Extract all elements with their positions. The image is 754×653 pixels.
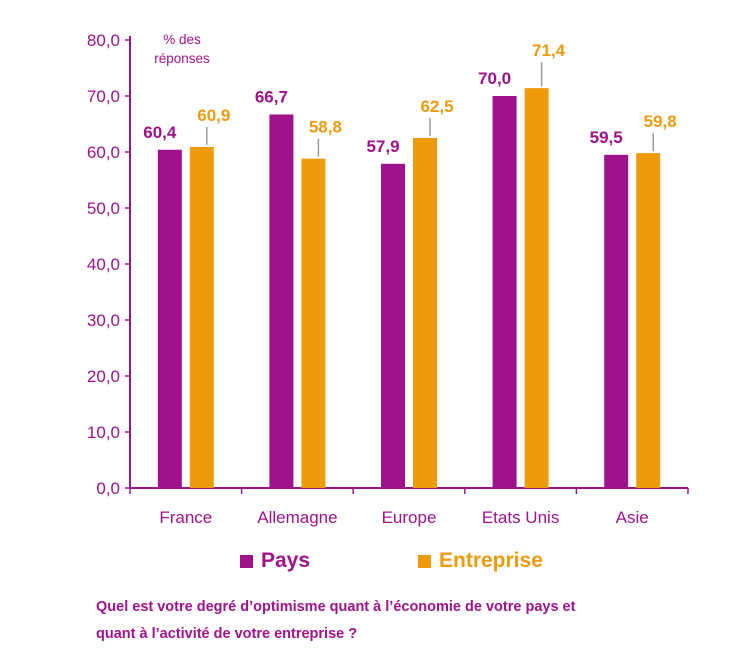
bar-pays-2 xyxy=(381,163,405,488)
x-category-label: Asie xyxy=(616,508,649,527)
x-category-label: Europe xyxy=(382,508,437,527)
value-label-entreprise-0: 60,9 xyxy=(197,106,230,125)
y-tick-label: 0,0 xyxy=(96,479,120,498)
bar-pays-4 xyxy=(604,154,629,489)
legend-label-entreprise: Entreprise xyxy=(439,549,543,572)
legend-label-pays: Pays xyxy=(261,549,311,572)
bar-entreprise-2 xyxy=(413,138,437,488)
y-tick-label: 30,0 xyxy=(87,311,120,330)
bar-pays-0 xyxy=(157,149,182,488)
legend-item-entreprise: Entreprise xyxy=(418,549,543,573)
y-tick-label: 80,0 xyxy=(87,31,120,50)
legend-swatch-pays xyxy=(240,554,253,568)
y-tick-label: 50,0 xyxy=(87,199,120,218)
survey-question-line2: quant à l’activité de votre entreprise ? xyxy=(96,626,358,642)
value-label-pays-4: 59,5 xyxy=(590,128,623,147)
value-label-entreprise-2: 62,5 xyxy=(420,97,453,116)
legend-swatch-entreprise xyxy=(418,554,431,568)
unit-label-line1: % des xyxy=(163,32,201,47)
value-label-pays-3: 70,0 xyxy=(478,69,511,88)
x-category-label: France xyxy=(159,508,212,527)
value-label-entreprise-4: 59,8 xyxy=(644,112,677,131)
y-tick-label: 70,0 xyxy=(87,87,120,106)
bar-entreprise-4 xyxy=(636,153,661,488)
bar-chart: 0,0 10,0 20,0 30,0 40,0 50,0 60,0 70,0 80,0 60,4 6… xyxy=(87,31,689,527)
legend-item-pays: Pays xyxy=(240,549,310,573)
survey-question: Quel est votre degré d’optimisme quant à… xyxy=(96,594,716,648)
value-label-entreprise-3: 71,4 xyxy=(532,41,566,60)
y-tick-label: 10,0 xyxy=(87,423,120,442)
bar-entreprise-0 xyxy=(189,146,214,488)
y-tick-label: 40,0 xyxy=(87,255,120,274)
bar-pays-3 xyxy=(492,96,517,488)
value-label-pays-1: 66,7 xyxy=(255,87,288,106)
unit-label-line2: réponses xyxy=(154,51,210,66)
value-label-entreprise-1: 58,8 xyxy=(309,118,342,137)
bar-entreprise-3 xyxy=(524,88,549,488)
survey-question-line1: Quel est votre degré d’optimisme quant à… xyxy=(96,599,576,615)
unit-label: % des réponses xyxy=(142,30,222,68)
value-label-pays-0: 60,4 xyxy=(143,123,177,142)
x-category-label: Allemagne xyxy=(257,508,337,527)
y-tick-label: 60,0 xyxy=(87,143,120,162)
x-category-label: Etats Unis xyxy=(482,508,559,527)
value-label-pays-2: 57,9 xyxy=(366,137,399,156)
bar-entreprise-1 xyxy=(301,158,326,488)
y-tick-label: 20,0 xyxy=(87,367,120,386)
bar-pays-1 xyxy=(269,114,294,488)
